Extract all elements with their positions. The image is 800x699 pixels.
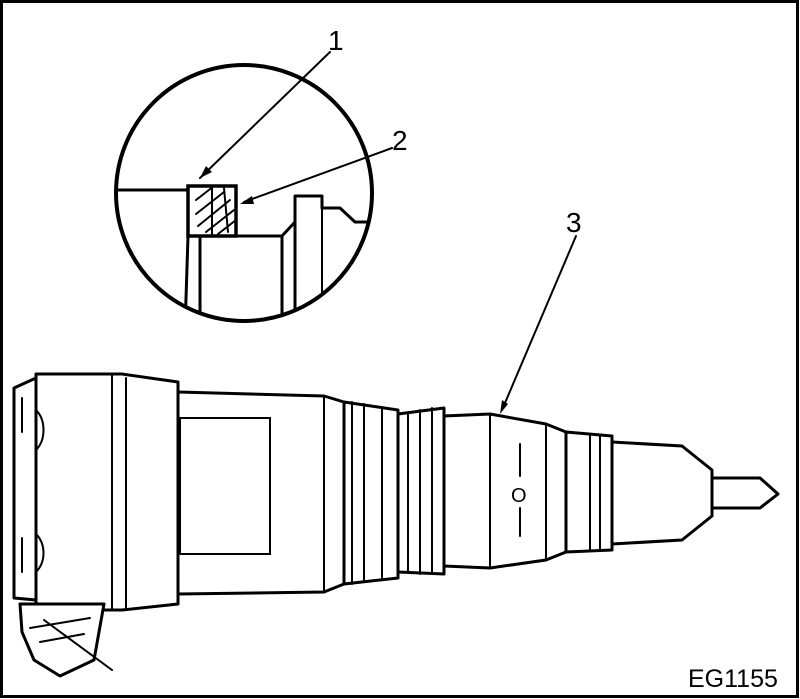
detail-circle <box>114 63 374 323</box>
injector-main-body <box>176 390 346 596</box>
fuel-connector <box>18 602 106 678</box>
callout-1: 1 <box>199 25 344 179</box>
injector-head <box>34 372 180 612</box>
callout-1-label: 1 <box>328 25 344 56</box>
callout-3-label: 3 <box>566 207 582 238</box>
detail-cutaway <box>116 184 372 321</box>
figure-code: EG1155 <box>688 665 778 693</box>
detail-view <box>114 63 374 323</box>
injector-barrel <box>442 412 568 570</box>
callout-2-label: 2 <box>392 125 408 156</box>
injector-mark: O <box>511 485 527 507</box>
callout-3: 3 <box>500 207 582 414</box>
injector-cone <box>610 440 714 546</box>
injector-body: O <box>12 372 780 678</box>
callout-2: 2 <box>240 125 408 204</box>
